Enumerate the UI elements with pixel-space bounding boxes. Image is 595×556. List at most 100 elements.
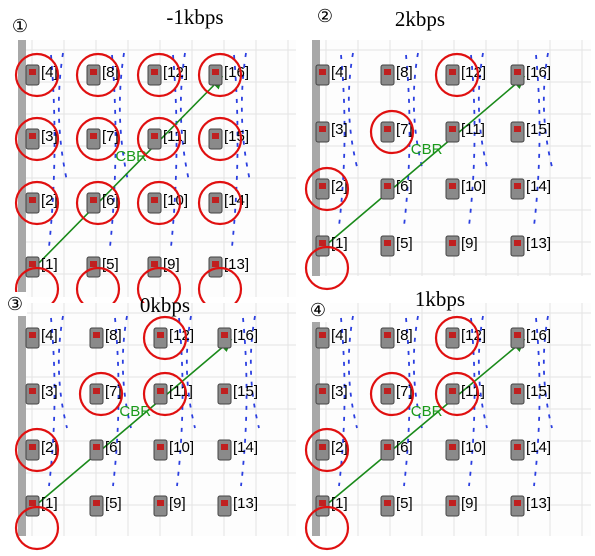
node-screen — [384, 332, 391, 338]
node-label: [6] — [396, 178, 413, 195]
node-screen — [151, 133, 158, 139]
node-screen — [449, 444, 456, 450]
node-screen — [449, 240, 456, 246]
node-label: [8] — [396, 327, 413, 344]
boundary-bar — [18, 40, 26, 297]
node-screen — [29, 133, 36, 139]
node-label: [14] — [526, 439, 551, 456]
node-label: [9] — [461, 495, 478, 512]
node-screen — [384, 69, 391, 75]
node-label: [6] — [396, 439, 413, 456]
panel-title: 1kbps — [415, 287, 465, 311]
node-screen — [90, 133, 97, 139]
node-screen — [212, 197, 219, 203]
node-label: [3] — [331, 383, 348, 400]
node-label: [13] — [233, 495, 258, 512]
node-screen — [29, 197, 36, 203]
node-label: [12] — [169, 327, 194, 344]
node-label: [10] — [163, 192, 188, 209]
node-label: [16] — [224, 64, 249, 81]
node-screen — [93, 388, 100, 394]
node-screen — [29, 444, 36, 450]
node-label: [6] — [105, 439, 122, 456]
node-screen — [384, 183, 391, 189]
node-screen — [221, 332, 228, 338]
node-screen — [319, 444, 326, 450]
node-screen — [29, 332, 36, 338]
node-screen — [29, 261, 36, 267]
node-label: [8] — [105, 327, 122, 344]
node-label: [13] — [526, 495, 551, 512]
node-screen — [93, 444, 100, 450]
node-screen — [514, 240, 521, 246]
node-label: [12] — [461, 327, 486, 344]
node-label: [14] — [526, 178, 551, 195]
node-screen — [93, 332, 100, 338]
flow-label: CBR — [411, 403, 443, 420]
node-label: [1] — [331, 235, 348, 252]
panel: CBR[1][2][3][4][5][6][7][8][9][10][11][1… — [3, 292, 296, 549]
node-screen — [319, 126, 326, 132]
node-screen — [157, 388, 164, 394]
node-screen — [384, 240, 391, 246]
node-screen — [151, 261, 158, 267]
node-label: [15] — [526, 383, 551, 400]
panel-number: ② — [317, 6, 333, 27]
node-label: [1] — [331, 495, 348, 512]
node-label: [11] — [461, 383, 485, 400]
panel-number: ④ — [310, 300, 326, 321]
node-label: [8] — [396, 64, 413, 81]
node-screen — [29, 500, 36, 506]
node-screen — [514, 126, 521, 132]
node-label: [9] — [169, 495, 186, 512]
node-label: [4] — [41, 327, 58, 344]
node-screen — [449, 332, 456, 338]
panel-title: 2kbps — [395, 7, 445, 31]
node-screen — [29, 388, 36, 394]
node-screen — [90, 197, 97, 203]
node-screen — [212, 133, 219, 139]
node-screen — [449, 126, 456, 132]
node-label: [12] — [461, 64, 486, 81]
node-label: [16] — [233, 327, 258, 344]
node-label: [1] — [41, 495, 58, 512]
node-label: [5] — [396, 495, 413, 512]
node-screen — [319, 240, 326, 246]
node-screen — [384, 444, 391, 450]
node-label: [5] — [396, 235, 413, 252]
node-label: [11] — [163, 128, 187, 145]
node-label: [16] — [526, 327, 551, 344]
panel-number: ③ — [7, 294, 23, 315]
node-label: [14] — [224, 192, 249, 209]
node-screen — [384, 500, 391, 506]
panel: CBR[1][2][3][4][5][6][7][8][9][10][11][1… — [306, 4, 591, 289]
node-label: [5] — [102, 256, 119, 273]
panel: CBR[1][2][3][4][5][6][7][8][9][10][11][1… — [306, 287, 591, 549]
node-label: [15] — [526, 121, 551, 138]
node-label: [3] — [331, 121, 348, 138]
node-label: [12] — [163, 64, 188, 81]
node-screen — [221, 500, 228, 506]
node-screen — [514, 444, 521, 450]
node-label: [15] — [233, 383, 258, 400]
node-screen — [90, 261, 97, 267]
node-screen — [319, 69, 326, 75]
node-label: [4] — [331, 64, 348, 81]
node-label: [4] — [331, 327, 348, 344]
node-label: [9] — [461, 235, 478, 252]
node-screen — [319, 332, 326, 338]
node-screen — [514, 183, 521, 189]
node-label: [16] — [526, 64, 551, 81]
node-screen — [29, 69, 36, 75]
node-screen — [384, 126, 391, 132]
node-label: [9] — [163, 256, 180, 273]
node-screen — [384, 388, 391, 394]
node-label: [11] — [169, 383, 193, 400]
node-screen — [514, 69, 521, 75]
panel-title: 0kbps — [140, 293, 190, 317]
panel-title: -1kbps — [166, 5, 223, 29]
node-screen — [93, 500, 100, 506]
node-label: [10] — [169, 439, 194, 456]
node-screen — [514, 332, 521, 338]
node-screen — [514, 388, 521, 394]
